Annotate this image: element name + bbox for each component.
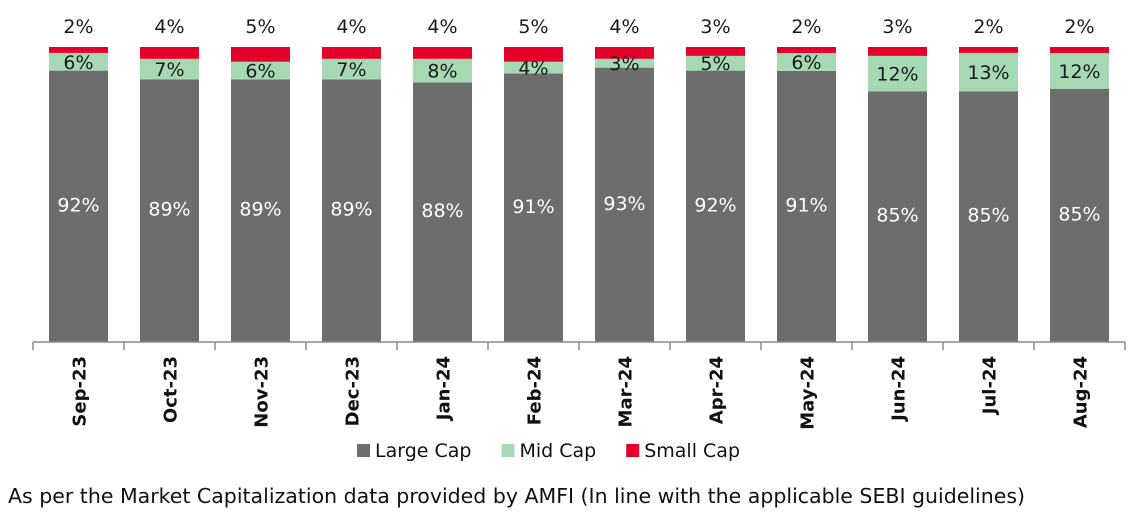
- bar-mid-cap-may-24: [777, 52, 836, 71]
- data-label-small-cap-oct-23: 4%: [154, 16, 184, 38]
- data-labels-layer: 92% 6% 2% 89% 7% 4% 89% 6% 5% 89% 7% 4% 88% 8% 4% 91% 4%…: [57, 16, 1100, 227]
- bar-mid-cap-nov-23: [231, 61, 290, 80]
- bar-mid-cap-feb-24: [504, 61, 563, 74]
- stacked-bar-chart: 92% 6% 2% 89% 7% 4% 89% 6% 5% 89% 7% 4% 88% 8% 4% 91% 4%…: [32, 16, 1126, 462]
- bar-mid-cap-aug-24: [1050, 52, 1109, 89]
- data-label-large-cap-nov-23: 89%: [239, 199, 281, 221]
- bar-small-cap-mar-24: [595, 47, 654, 59]
- bar-large-cap-apr-24: [686, 70, 745, 342]
- bar-mid-cap-apr-24: [686, 55, 745, 71]
- legend-label-large-cap: Large Cap: [375, 440, 471, 462]
- data-label-mid-cap-sep-23: 6%: [63, 52, 93, 74]
- data-label-mid-cap-mar-24: 3%: [609, 53, 639, 75]
- data-label-large-cap-jun-24: 85%: [876, 205, 918, 227]
- data-label-small-cap-apr-24: 3%: [700, 16, 730, 38]
- bar-mid-cap-sep-23: [49, 52, 108, 71]
- bar-small-cap-feb-24: [504, 47, 563, 62]
- bar-mid-cap-dec-23: [322, 58, 381, 80]
- data-label-small-cap-jun-24: 3%: [882, 16, 912, 38]
- data-label-large-cap-mar-24: 93%: [603, 193, 645, 215]
- bar-small-cap-jun-24: [868, 47, 927, 56]
- legend-label-mid-cap: Mid Cap: [519, 440, 596, 462]
- bar-small-cap-aug-24: [1050, 47, 1109, 53]
- data-label-mid-cap-jan-24: 8%: [427, 61, 457, 83]
- data-label-mid-cap-dec-23: 7%: [336, 59, 366, 81]
- bar-mid-cap-mar-24: [595, 58, 654, 68]
- bars-layer: [49, 47, 1109, 343]
- bar-mid-cap-jul-24: [959, 52, 1018, 92]
- bar-large-cap-oct-23: [140, 79, 199, 342]
- bar-large-cap-sep-23: [49, 70, 108, 342]
- data-label-large-cap-oct-23: 89%: [148, 199, 190, 221]
- data-label-large-cap-jan-24: 88%: [421, 200, 463, 222]
- x-tick-label-may-24: May-24: [798, 356, 819, 430]
- bar-mid-cap-oct-23: [140, 58, 199, 80]
- bar-large-cap-may-24: [777, 70, 836, 342]
- data-label-small-cap-sep-23: 2%: [63, 16, 93, 38]
- data-label-large-cap-jul-24: 85%: [967, 205, 1009, 227]
- data-label-large-cap-sep-23: 92%: [57, 194, 99, 216]
- legend: Large Cap Mid Cap Small Cap: [357, 440, 740, 462]
- data-label-small-cap-dec-23: 4%: [336, 16, 366, 38]
- x-tick-label-apr-24: Apr-24: [707, 356, 728, 424]
- x-tick-label-mar-24: Mar-24: [616, 356, 637, 427]
- data-label-large-cap-feb-24: 91%: [512, 196, 554, 218]
- data-label-mid-cap-nov-23: 6%: [245, 61, 275, 83]
- data-label-small-cap-mar-24: 4%: [609, 16, 639, 38]
- data-label-mid-cap-may-24: 6%: [791, 52, 821, 74]
- bar-small-cap-apr-24: [686, 47, 745, 56]
- bar-small-cap-sep-23: [49, 47, 108, 53]
- bar-mid-cap-jan-24: [413, 58, 472, 83]
- data-label-mid-cap-jul-24: 13%: [967, 62, 1009, 84]
- x-tick-label-nov-23: Nov-23: [252, 356, 273, 428]
- data-label-large-cap-dec-23: 89%: [330, 199, 372, 221]
- legend-swatch-small-cap: [626, 444, 640, 457]
- bar-mid-cap-jun-24: [868, 55, 927, 92]
- bar-large-cap-dec-23: [322, 79, 381, 342]
- x-tick-label-jul-24: Jul-24: [980, 356, 1001, 416]
- bar-large-cap-feb-24: [504, 73, 563, 343]
- data-label-small-cap-jan-24: 4%: [427, 16, 457, 38]
- footnote: As per the Market Capitalization data pr…: [8, 484, 1026, 508]
- data-label-mid-cap-jun-24: 12%: [876, 64, 918, 86]
- bar-small-cap-nov-23: [231, 47, 290, 62]
- data-label-small-cap-jul-24: 2%: [973, 16, 1003, 38]
- bar-small-cap-may-24: [777, 47, 836, 53]
- x-tick-label-jun-24: Jun-24: [889, 356, 910, 423]
- data-label-mid-cap-aug-24: 12%: [1058, 61, 1100, 83]
- bar-large-cap-nov-23: [231, 79, 290, 342]
- bar-large-cap-jul-24: [959, 91, 1018, 342]
- data-label-large-cap-aug-24: 85%: [1058, 203, 1100, 225]
- data-label-small-cap-feb-24: 5%: [518, 16, 548, 38]
- bar-large-cap-jun-24: [868, 91, 927, 342]
- data-label-mid-cap-feb-24: 4%: [518, 58, 548, 80]
- x-axis: Sep-23 Oct-23 Nov-23 Dec-23 Jan-24 Feb-24 Mar-…: [32, 341, 1126, 430]
- data-label-small-cap-nov-23: 5%: [245, 16, 275, 38]
- bar-small-cap-jul-24: [959, 47, 1018, 53]
- legend-label-small-cap: Small Cap: [644, 440, 740, 462]
- x-tick-label-aug-24: Aug-24: [1071, 356, 1092, 428]
- legend-swatch-mid-cap: [501, 444, 515, 457]
- data-label-mid-cap-oct-23: 7%: [154, 59, 184, 81]
- data-label-large-cap-apr-24: 92%: [694, 194, 736, 216]
- data-label-small-cap-aug-24: 2%: [1064, 16, 1094, 38]
- data-label-mid-cap-apr-24: 5%: [700, 53, 730, 75]
- x-tick-label-feb-24: Feb-24: [525, 356, 546, 425]
- bar-small-cap-jan-24: [413, 47, 472, 59]
- x-tick-label-jan-24: Jan-24: [434, 356, 455, 422]
- legend-swatch-large-cap: [357, 444, 370, 457]
- bar-large-cap-mar-24: [595, 67, 654, 343]
- x-tick-label-dec-23: Dec-23: [343, 356, 364, 426]
- data-label-small-cap-may-24: 2%: [791, 16, 821, 38]
- data-label-large-cap-may-24: 91%: [785, 194, 827, 216]
- bar-large-cap-aug-24: [1050, 88, 1109, 342]
- bar-large-cap-jan-24: [413, 82, 472, 343]
- bar-small-cap-dec-23: [322, 47, 381, 59]
- x-tick-label-oct-23: Oct-23: [161, 356, 182, 423]
- bar-small-cap-oct-23: [140, 47, 199, 59]
- x-tick-label-sep-23: Sep-23: [70, 356, 91, 427]
